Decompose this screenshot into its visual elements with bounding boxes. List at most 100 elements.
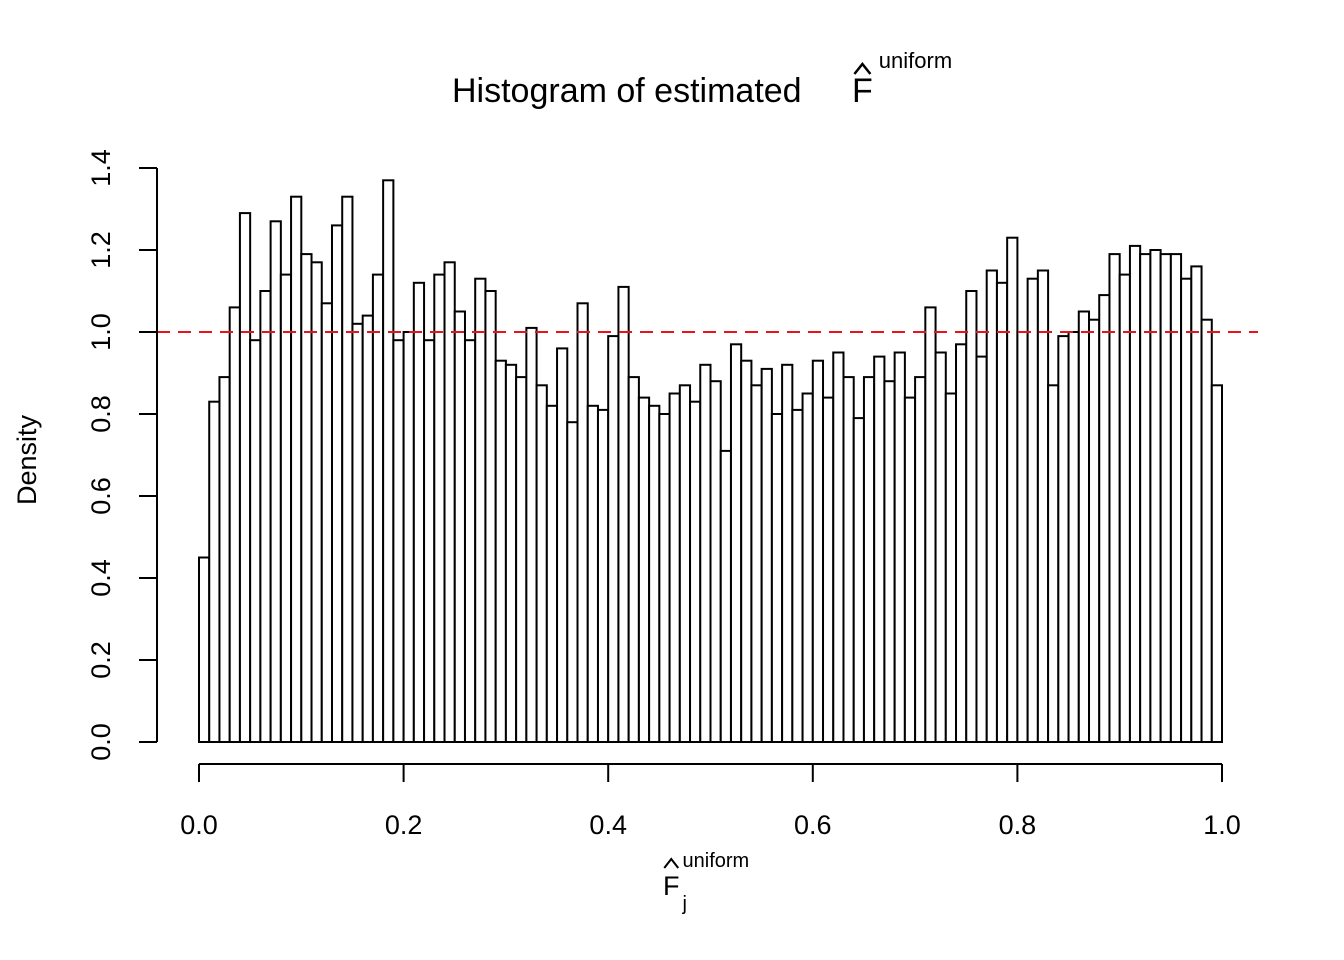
histogram-bar: [463, 339, 477, 743]
y-tick-label: 1.4: [86, 149, 116, 187]
histogram-bar: [791, 408, 804, 743]
histogram-bar: [893, 351, 906, 743]
histogram-bar: [1139, 253, 1152, 743]
histogram-bar: [801, 392, 814, 743]
histogram-bar: [474, 277, 487, 743]
histogram-bar: [1098, 294, 1111, 743]
histogram-bar: [259, 290, 272, 743]
histogram-bar: [228, 306, 241, 743]
histogram-bar: [279, 273, 293, 743]
histogram-bar: [586, 404, 599, 743]
histogram-bar: [1159, 253, 1172, 743]
histogram-bar: [535, 384, 548, 743]
histogram-bar: [873, 355, 886, 743]
histogram-bar: [525, 326, 538, 743]
xlabel-base: F: [663, 871, 680, 901]
histogram-bar: [760, 367, 773, 743]
y-tick-label: 0.4: [86, 559, 116, 597]
histogram-bar: [955, 343, 968, 743]
histogram-bar: [1036, 269, 1050, 743]
histogram-bar: [862, 376, 876, 743]
histogram-bar: [699, 363, 712, 743]
histogram-bar: [689, 400, 702, 743]
histogram-bar: [842, 376, 855, 743]
histogram-bar: [504, 363, 518, 743]
histogram-bar: [576, 302, 589, 743]
histogram-bar: [770, 413, 784, 743]
histogram-bar: [566, 421, 579, 743]
histogram-bar: [494, 359, 507, 743]
histogram-bar: [382, 179, 395, 744]
histogram-bar: [392, 339, 405, 743]
histogram-bar: [781, 363, 794, 743]
histogram-bar: [617, 285, 630, 743]
histogram-bar: [944, 392, 958, 743]
histogram-bar: [1067, 331, 1080, 743]
histogram-bar: [320, 302, 333, 743]
histogram-bar: [290, 195, 303, 743]
x-tick-label: 0.2: [385, 810, 423, 840]
y-tick-label: 0.0: [86, 723, 116, 761]
histogram-bar: [1210, 384, 1224, 743]
y-tick-label: 0.6: [86, 477, 116, 515]
histogram-bar: [351, 322, 364, 743]
histogram-bar: [300, 253, 313, 743]
histogram-bar: [208, 400, 221, 743]
histogram-bar: [668, 392, 681, 743]
histogram-bar: [330, 224, 344, 743]
xlabel-subscript: j: [682, 893, 687, 915]
histogram-bar: [1169, 253, 1183, 743]
histogram-bar: [238, 212, 252, 744]
histogram-bar: [709, 380, 722, 743]
histogram-bar: [1077, 310, 1091, 743]
histogram-bar: [1016, 331, 1029, 743]
histogram-bar: [607, 335, 620, 743]
xlabel-hat-accent-icon: [663, 857, 680, 869]
histogram-bar: [371, 273, 385, 743]
histogram-bar: [443, 261, 456, 743]
x-axis-label: F j uniform: [663, 850, 749, 915]
histogram-bar: [412, 281, 426, 743]
histogram-bar: [883, 380, 896, 743]
histogram-bar: [423, 339, 436, 743]
histogram-bar: [740, 359, 753, 743]
x-tick-label: 1.0: [1203, 810, 1241, 840]
title-math-base: F: [852, 72, 873, 110]
y-axis: 0.0 0.2 0.4 0.6 0.8 1.0 1.2 1.4: [86, 149, 158, 761]
histogram-bar: [678, 384, 692, 743]
histogram-bar: [934, 351, 947, 743]
histogram-bar: [556, 347, 569, 743]
x-tick-label: 0.8: [999, 810, 1037, 840]
histogram-bar: [361, 314, 374, 743]
histogram-bar: [658, 413, 671, 743]
histogram-bar: [198, 556, 211, 743]
histogram-bar: [995, 281, 1009, 743]
histogram-bar: [750, 384, 763, 743]
histogram-bar: [1149, 249, 1162, 743]
x-tick-label: 0.4: [589, 810, 627, 840]
histogram-bar: [914, 376, 927, 743]
y-tick-label: 1.0: [86, 313, 116, 351]
histogram-bar: [1026, 277, 1039, 743]
title-math-superscript: uniform: [879, 48, 952, 73]
title-math: F uniform: [852, 48, 952, 110]
histogram-bar: [975, 355, 988, 743]
histogram-bar: [832, 351, 845, 743]
histogram-bar: [985, 269, 998, 743]
histogram-bar: [924, 306, 937, 743]
histogram-bar: [1006, 236, 1019, 743]
x-tick-label: 0.0: [180, 810, 218, 840]
histogram-bar: [310, 261, 323, 743]
histogram-bar: [1088, 318, 1101, 743]
y-tick-label: 0.2: [86, 641, 116, 679]
histogram-bar: [811, 359, 825, 743]
histogram-bar: [1047, 384, 1060, 743]
histogram-bar: [1180, 277, 1193, 743]
histogram-bar: [1057, 335, 1070, 743]
histogram-bar: [433, 273, 446, 743]
histogram-bar: [1200, 318, 1213, 743]
y-axis-label: Density: [12, 414, 42, 505]
histogram-bar: [1108, 253, 1121, 743]
histogram-bar: [648, 404, 661, 743]
histogram-bar: [269, 220, 282, 744]
